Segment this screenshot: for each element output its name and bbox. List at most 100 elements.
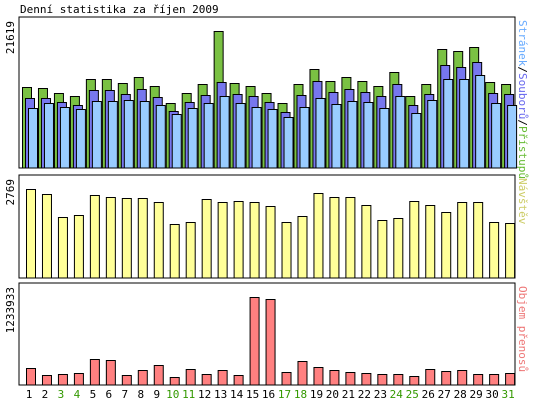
x-axis-labels: 1 2 3 4 5 6 7 8 9 10 11 12 13 14 15 16 17 18 19 20 21 22 23 24 2… xyxy=(26,388,515,401)
visits-bar-Návštěv-9 xyxy=(153,202,164,279)
visits-bar-Návštěv-27 xyxy=(441,212,452,279)
hits-files-pages-bar-Stránek-11 xyxy=(187,108,198,169)
hits-files-pages-bar-Stránek-25 xyxy=(411,113,422,169)
visits-bar-Návštěv-24 xyxy=(393,218,404,279)
hits-files-pages-side-label-part-3: / xyxy=(516,119,529,126)
volume-bar-Objem přenosů-1 xyxy=(26,368,36,386)
volume-bar-Objem přenosů-2 xyxy=(41,375,52,386)
hits-files-pages-bar-Stránek-8 xyxy=(139,101,150,169)
x-tick-label-18: 18 xyxy=(294,388,307,401)
volume-bar-Objem přenosů-12 xyxy=(201,374,212,386)
volume-bar-Objem přenosů-27 xyxy=(441,371,452,386)
x-tick-label-19: 19 xyxy=(310,388,323,401)
visits-bar-Návštěv-15 xyxy=(249,202,260,279)
hits-files-pages-bar-Stránek-17 xyxy=(283,117,294,169)
visits-bar-Návštěv-10 xyxy=(169,224,180,279)
x-tick-label-3: 3 xyxy=(58,388,65,401)
visits-bar-Návštěv-14 xyxy=(233,201,244,279)
visits-ymax-label: 2769 xyxy=(4,179,17,206)
x-tick-label-10: 10 xyxy=(166,388,179,401)
hits-files-pages-side-label-part-0: Stránek xyxy=(516,20,529,67)
x-tick-label-24: 24 xyxy=(390,388,404,401)
x-tick-label-14: 14 xyxy=(230,388,244,401)
volume-ymax-label: 1233933 xyxy=(4,287,17,333)
hits-files-pages-bar-Stránek-4 xyxy=(75,109,86,169)
visits-bar-Návštěv-26 xyxy=(425,205,436,279)
hits-files-pages-ymax-label: 21619 xyxy=(4,21,17,54)
volume-bar-Objem přenosů-6 xyxy=(105,360,116,386)
hits-files-pages-bar-Stránek-28 xyxy=(459,79,470,169)
x-tick-label-23: 23 xyxy=(374,388,387,401)
volume-bar-Objem přenosů-3 xyxy=(57,374,68,386)
visits-side-label: Návštěv xyxy=(516,178,529,225)
volume-bar-Objem přenosů-25 xyxy=(409,376,420,386)
hits-files-pages-bar-Stránek-10 xyxy=(171,114,182,169)
x-tick-label-27: 27 xyxy=(438,388,451,401)
visits-bar-Návštěv-25 xyxy=(409,201,420,279)
visits-bar-Návštěv-20 xyxy=(329,197,340,279)
visits-bar-Návštěv-22 xyxy=(361,205,372,279)
hits-files-pages-bar-Stránek-22 xyxy=(363,102,374,169)
x-tick-label-11: 11 xyxy=(182,388,195,401)
volume-bar-Objem přenosů-16 xyxy=(265,299,276,386)
hits-files-pages-bar-Stránek-23 xyxy=(379,108,390,169)
volume-bar-Objem přenosů-24 xyxy=(393,374,404,386)
hits-files-pages-bar-Stránek-14 xyxy=(235,103,246,169)
visits-bar-Návštěv-28 xyxy=(457,202,468,279)
chart-title: Denní statistika za říjen 2009 xyxy=(20,3,219,16)
hits-files-pages-bar-Stránek-18 xyxy=(299,107,310,169)
x-tick-label-25: 25 xyxy=(406,388,419,401)
hits-files-pages-bar-Stránek-29 xyxy=(475,75,486,169)
volume-panel: 1233933 Objem přenosů xyxy=(4,282,529,386)
volume-bar-Objem přenosů-30 xyxy=(489,374,500,386)
hits-files-pages-bar-Stránek-7 xyxy=(123,100,134,169)
hits-files-pages-side-label: Stránek/Souborů/Přístupů xyxy=(516,20,529,179)
x-tick-label-1: 1 xyxy=(26,388,33,401)
hits-files-pages-bar-Stránek-30 xyxy=(491,103,502,169)
x-tick-label-16: 16 xyxy=(262,388,275,401)
visits-bar-Návštěv-2 xyxy=(41,194,52,279)
volume-bar-Objem přenosů-15 xyxy=(249,297,260,386)
x-tick-label-9: 9 xyxy=(153,388,160,401)
visits-panel: 2769 Návštěv xyxy=(4,174,529,279)
volume-bar-Objem přenosů-18 xyxy=(297,361,308,386)
visits-bar-Návštěv-8 xyxy=(137,198,148,279)
hits-files-pages-bar-Stránek-9 xyxy=(155,105,166,169)
hits-files-pages-bar-Stránek-26 xyxy=(427,100,438,169)
visits-bar-Návštěv-12 xyxy=(201,199,212,279)
visits-bar-Návštěv-3 xyxy=(57,217,68,279)
hits-files-pages-bar-Stránek-13 xyxy=(219,96,230,169)
hits-files-pages-bar-Stránek-12 xyxy=(203,103,214,169)
volume-bar-Objem přenosů-29 xyxy=(473,374,484,386)
visits-bar-Návštěv-11 xyxy=(185,222,196,279)
x-tick-label-8: 8 xyxy=(137,388,144,401)
hits-files-pages-side-label-part-2: Souborů xyxy=(516,73,529,119)
x-tick-label-13: 13 xyxy=(214,388,227,401)
x-tick-label-6: 6 xyxy=(106,388,113,401)
x-tick-label-4: 4 xyxy=(74,388,81,401)
x-tick-label-20: 20 xyxy=(326,388,339,401)
hits-files-pages-bar-Stránek-19 xyxy=(315,98,326,169)
visits-bar-Návštěv-4 xyxy=(73,215,84,279)
volume-bar-Objem přenosů-8 xyxy=(137,370,148,386)
volume-bar-Objem přenosů-26 xyxy=(425,369,436,386)
hits-files-pages-bar-Stránek-21 xyxy=(347,101,358,169)
visits-bar-Návštěv-31 xyxy=(505,223,516,279)
volume-bar-Objem přenosů-31 xyxy=(505,373,516,386)
volume-bar-Objem přenosů-10 xyxy=(169,377,180,386)
hits-files-pages-bar-Stránek-27 xyxy=(443,79,454,169)
volume-bar-Objem přenosů-14 xyxy=(233,375,244,386)
volume-bar-Objem přenosů-23 xyxy=(377,374,388,386)
x-tick-label-31: 31 xyxy=(501,388,514,401)
hits-files-pages-bar-Stránek-16 xyxy=(267,109,278,169)
visits-bar-Návštěv-19 xyxy=(313,193,324,279)
volume-bar-Objem přenosů-9 xyxy=(153,365,164,386)
volume-side-label: Objem přenosů xyxy=(516,286,529,372)
hits-files-pages-bar-Stránek-3 xyxy=(59,107,70,169)
x-tick-label-26: 26 xyxy=(422,388,435,401)
volume-bar-Objem přenosů-21 xyxy=(345,372,356,386)
x-tick-label-22: 22 xyxy=(358,388,371,401)
visits-bar-Návštěv-1 xyxy=(26,189,36,279)
hits-files-pages-bar-Stránek-1 xyxy=(28,108,38,169)
